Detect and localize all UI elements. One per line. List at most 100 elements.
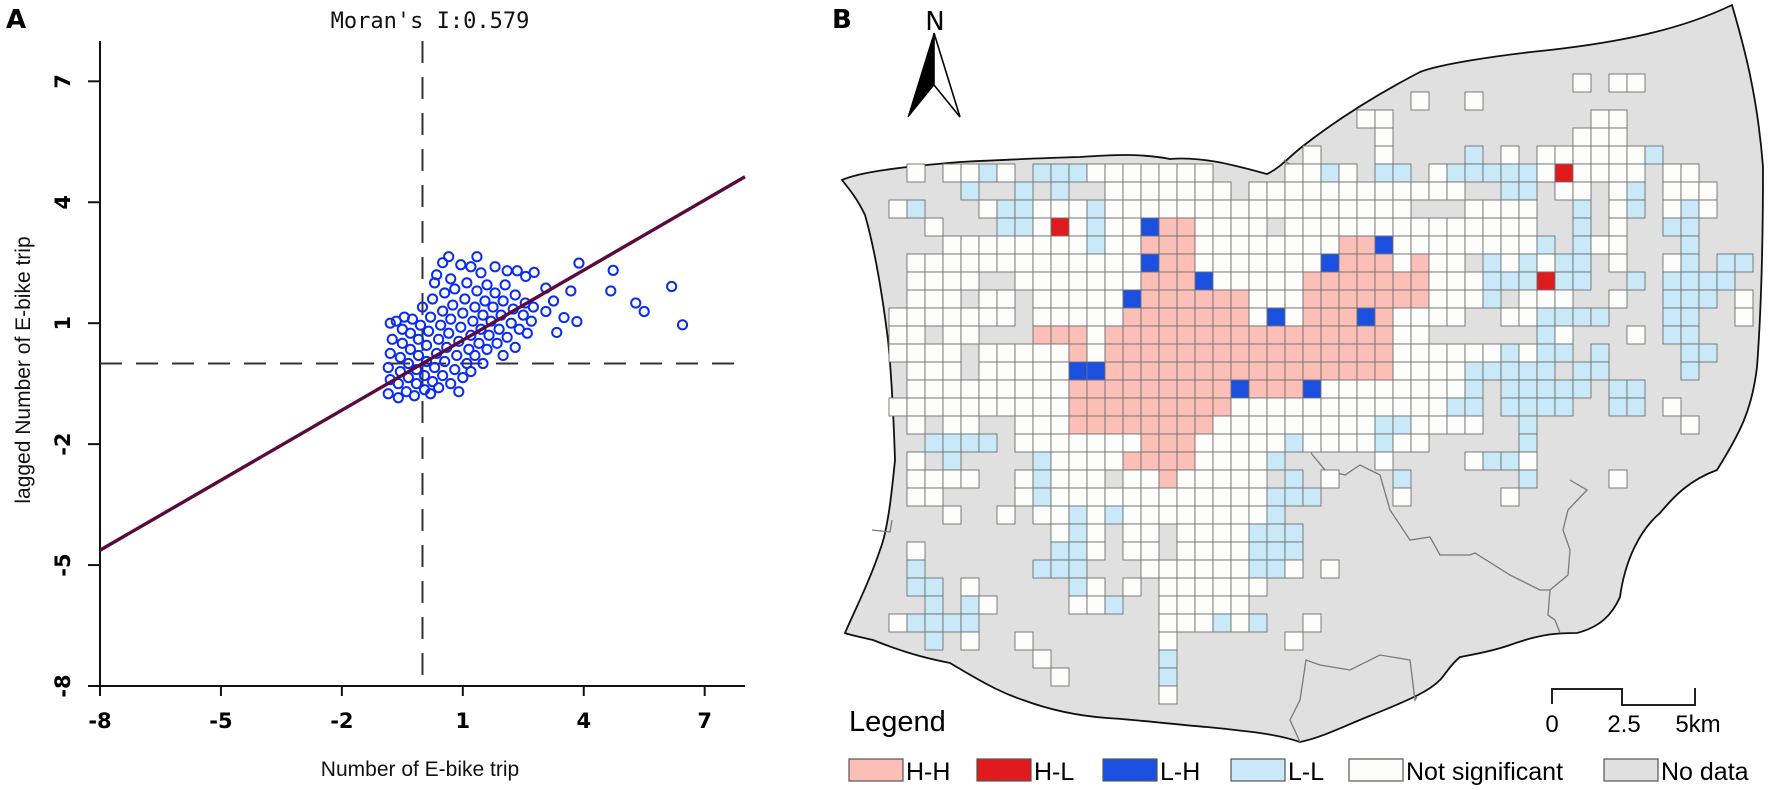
grid-cell-not-significant xyxy=(1500,253,1520,273)
grid-cell-not-significant xyxy=(1050,667,1070,687)
scatter-point xyxy=(459,293,471,305)
grid-cell-not-significant xyxy=(942,361,962,381)
grid-cell-not-significant xyxy=(1230,469,1250,489)
grid-cell-l-l xyxy=(1068,523,1088,543)
grid-cell-h-h xyxy=(1032,325,1052,345)
grid-cell-l-l xyxy=(1446,397,1466,417)
grid-cell-h-h xyxy=(1122,325,1142,345)
scatter-point xyxy=(404,327,417,339)
grid-cell-l-l xyxy=(1680,307,1700,327)
grid-cell-not-significant xyxy=(978,235,998,255)
scatter-point xyxy=(437,257,449,269)
grid-cell-not-significant xyxy=(1158,559,1178,579)
scatter-point xyxy=(449,283,461,295)
grid-cell-h-h xyxy=(1176,379,1196,399)
grid-cell-l-l xyxy=(1716,253,1736,273)
grid-cell-not-significant xyxy=(1356,379,1376,399)
grid-cell-not-significant xyxy=(1410,361,1430,381)
grid-cell-not-significant xyxy=(924,361,944,381)
grid-cell-not-significant xyxy=(1608,181,1628,201)
grid-cell-not-significant xyxy=(1428,343,1448,363)
grid-cell-l-l xyxy=(1572,235,1592,255)
grid-cell-not-significant xyxy=(1608,163,1628,183)
grid-cell-not-significant xyxy=(1392,343,1412,363)
grid-cell-not-significant xyxy=(1266,415,1286,435)
grid-cell-not-significant xyxy=(942,307,962,327)
grid-cell-not-significant xyxy=(960,469,980,489)
scatter-point xyxy=(410,378,423,390)
grid-cell-not-significant xyxy=(1086,325,1106,345)
grid-cell-h-h xyxy=(1140,235,1160,255)
grid-cell-not-significant xyxy=(1356,199,1376,219)
grid-cell-not-significant xyxy=(1176,181,1196,201)
grid-cell-h-h xyxy=(1266,379,1286,399)
grid-cell-not-significant xyxy=(1194,235,1214,255)
grid-cell-not-significant xyxy=(1266,181,1286,201)
grid-cell-h-h xyxy=(1158,289,1178,309)
grid-cell-h-h xyxy=(1194,325,1214,345)
grid-cell-not-significant xyxy=(1284,199,1304,219)
grid-cell-l-l xyxy=(1032,451,1052,471)
grid-cell-not-significant xyxy=(924,469,944,489)
legend-swatch-l-h xyxy=(1102,758,1158,782)
grid-cell-not-significant xyxy=(1050,469,1070,489)
scatter-point xyxy=(469,301,481,313)
grid-cell-not-significant xyxy=(1212,487,1232,507)
grid-cell-not-significant xyxy=(942,235,962,255)
grid-cell-not-significant xyxy=(1428,397,1448,417)
grid-cell-l-l xyxy=(1518,181,1538,201)
legend-swatch-no-data xyxy=(1603,758,1659,782)
grid-cell-h-h xyxy=(1230,343,1250,363)
grid-cell-not-significant xyxy=(1176,163,1196,183)
grid-cell-h-h xyxy=(1374,253,1394,273)
grid-cell-not-significant xyxy=(1338,181,1358,201)
grid-cell-l-l xyxy=(1374,433,1394,453)
grid-cell-not-significant xyxy=(1068,469,1088,489)
grid-cell-l-l xyxy=(1500,343,1520,363)
grid-cell-l-l xyxy=(996,217,1016,237)
grid-cell-not-significant xyxy=(1122,271,1142,291)
grid-cell-not-significant xyxy=(1014,469,1034,489)
grid-cell-not-significant xyxy=(1464,451,1484,471)
grid-cell-not-significant xyxy=(1248,235,1268,255)
grid-cell-l-l xyxy=(1050,181,1070,201)
scatter-point xyxy=(435,319,447,331)
scatter-point xyxy=(607,264,619,276)
scatter-point xyxy=(461,277,473,289)
grid-cell-not-significant xyxy=(1050,415,1070,435)
scatter-point xyxy=(527,301,539,313)
grid-cell-not-significant xyxy=(924,271,944,291)
scatter-point xyxy=(666,280,678,293)
grid-cell-not-significant xyxy=(924,253,944,273)
grid-cell-not-significant xyxy=(1194,163,1214,183)
grid-cell-h-h xyxy=(1194,415,1214,435)
grid-cell-not-significant xyxy=(1158,181,1178,201)
grid-cell-h-h xyxy=(1176,271,1196,291)
grid-cell-l-h xyxy=(1122,289,1142,309)
scatter-point xyxy=(483,329,495,341)
grid-cell-h-h xyxy=(1158,235,1178,255)
grid-cell-not-significant xyxy=(1392,217,1412,237)
scatter-point xyxy=(501,331,513,343)
grid-cell-l-l xyxy=(1680,325,1700,345)
grid-cell-l-l xyxy=(1680,235,1700,255)
grid-cell-h-h xyxy=(1122,397,1142,417)
grid-cell-h-h xyxy=(1158,253,1178,273)
scatter-point xyxy=(453,386,465,398)
grid-cell-not-significant xyxy=(1032,433,1052,453)
grid-cell-h-h xyxy=(1158,469,1178,489)
grid-cell-l-l xyxy=(1554,253,1574,273)
grid-cell-not-significant xyxy=(1032,199,1052,219)
grid-cell-h-h xyxy=(1248,343,1268,363)
grid-cell-h-h xyxy=(1158,271,1178,291)
grid-cell-not-significant xyxy=(1608,469,1628,489)
grid-cell-l-l xyxy=(942,433,962,453)
grid-cell-not-significant xyxy=(1500,235,1520,255)
grid-cell-not-significant xyxy=(1410,91,1430,111)
grid-cell-not-significant xyxy=(1050,505,1070,525)
legend-label-not-significant: Not significant xyxy=(1406,758,1563,786)
scatter-plot-area: -8 -5 -2 1 4 7 -8 -5 -2 1 4 7 xyxy=(51,41,746,733)
grid-cell-l-l xyxy=(1626,379,1646,399)
scatter-point xyxy=(433,382,445,394)
grid-cell-not-significant xyxy=(942,505,962,525)
